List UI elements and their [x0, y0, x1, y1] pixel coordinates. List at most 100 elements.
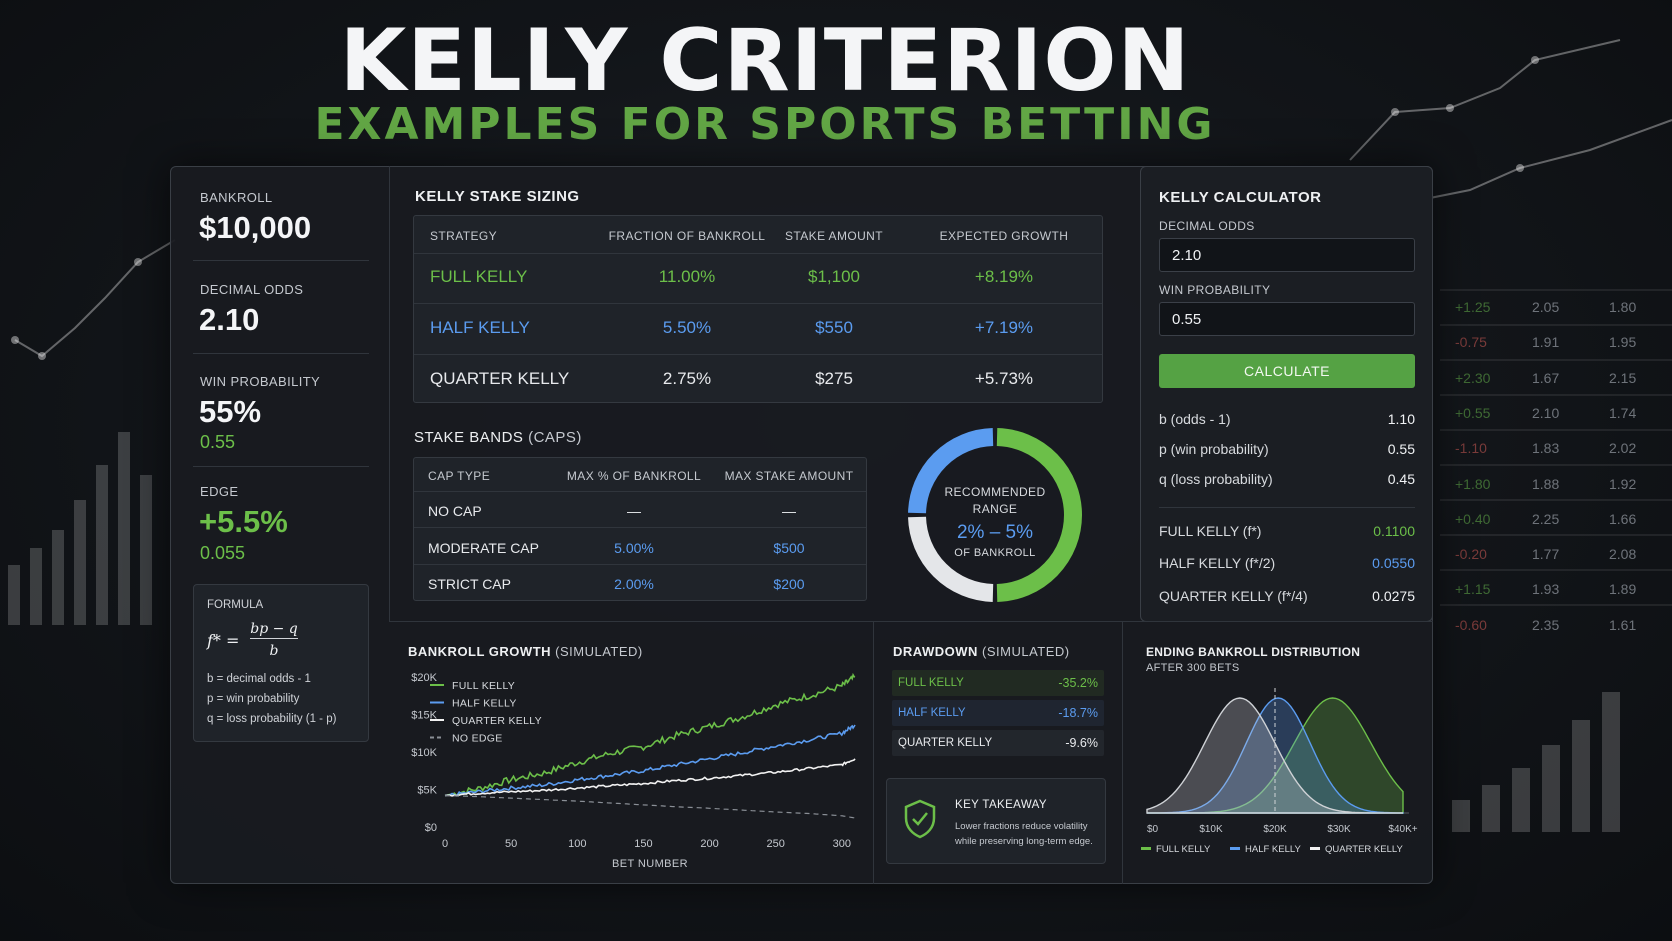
drawdown-full-label: FULL KELLY: [898, 677, 964, 689]
cap-moderate-pct: 5.00%: [614, 540, 654, 556]
result-quarter-label: QUARTER KELLY (f*/4): [1159, 588, 1308, 604]
param-q-value: 0.45: [1387, 471, 1415, 487]
side-table-cell: -0.60: [1455, 616, 1487, 633]
drawdown-quarter-label: QUARTER KELLY: [898, 737, 993, 749]
winprob-label: WIN PROBABILITY: [200, 374, 321, 389]
divider: [1159, 507, 1415, 508]
strategy-full: FULL KELLY: [430, 267, 528, 286]
formula-box: FORMULA f* = bp − q b b = decimal odds -…: [193, 584, 369, 742]
x-axis-label: BET NUMBER: [612, 858, 688, 870]
side-table-cell: 1.95: [1609, 334, 1637, 351]
legend-label: QUARTER KELLY: [452, 715, 542, 727]
calc-odds-label: DECIMAL ODDS: [1159, 219, 1255, 233]
drawdown-title: DRAWDOWN (SIMULATED): [893, 644, 1070, 659]
legend-label: FULL KELLY: [1156, 844, 1211, 855]
column-header: MAX % OF BANKROLL: [566, 469, 702, 483]
stake-sizing-table: STRATEGY FRACTION OF BANKROLL STAKE AMOU…: [413, 215, 1103, 403]
side-table-cell: 1.67: [1532, 369, 1560, 386]
column-divider: [389, 166, 390, 622]
cap-none: NO CAP: [428, 503, 482, 519]
x-tick-label: $40K+: [1388, 824, 1417, 835]
y-tick-label: $10K: [411, 747, 437, 759]
column-header: STRATEGY: [430, 229, 497, 243]
side-table-cell: 1.91: [1532, 334, 1560, 351]
x-tick-label: 0: [442, 838, 448, 850]
x-tick-label: $20K: [1263, 824, 1287, 835]
drawdown-half-label: HALF KELLY: [898, 707, 966, 719]
y-tick-label: $15K: [411, 710, 437, 722]
result-half-label: HALF KELLY (f*/2): [1159, 555, 1276, 571]
growth-chart-title-suffix: (SIMULATED): [555, 644, 643, 659]
x-tick-label: 250: [766, 838, 784, 850]
x-tick-label: 200: [700, 838, 718, 850]
drawdown-title-suffix: (SIMULATED): [982, 644, 1070, 659]
column-header: MAX STAKE AMOUNT: [724, 469, 854, 483]
side-table-cell: 2.35: [1532, 616, 1560, 633]
cap-none-amount: —: [782, 503, 796, 519]
calculator-title: KELLY CALCULATOR: [1159, 189, 1322, 206]
cap-moderate-amount: $500: [773, 540, 805, 556]
column-divider: [1122, 622, 1123, 884]
donut-slice-white: [908, 516, 994, 602]
decimal-odds-input[interactable]: [1159, 238, 1415, 272]
legend-swatch: [1141, 847, 1151, 850]
x-tick-label: 50: [505, 838, 517, 850]
page-title: KELLY CRITERION: [339, 11, 1191, 111]
divider: [414, 303, 1102, 304]
key-takeaway-box: KEY TAKEAWAY Lower fractions reduce vola…: [886, 778, 1106, 864]
divider: [414, 491, 866, 492]
donut-slice-green: [996, 428, 1082, 602]
formula-label: FORMULA: [207, 599, 264, 611]
kelly-calculator: KELLY CALCULATOR DECIMAL ODDS WIN PROBAB…: [1140, 166, 1433, 622]
legend-label: HALF KELLY: [1245, 844, 1301, 855]
donut-label-1: RECOMMENDED: [944, 485, 1046, 499]
side-table-cell: 1.92: [1609, 475, 1637, 492]
stake-bands-title-suffix: (CAPS): [528, 429, 582, 446]
calculate-button[interactable]: CALCULATE: [1159, 354, 1415, 388]
win-probability-input[interactable]: [1159, 302, 1415, 336]
recommended-range-donut: [908, 428, 1082, 602]
side-table-cell: 2.25: [1532, 510, 1560, 527]
bankroll-growth-chart: $0 $5K $10K $15K $20K 0 50 100 150 200 250 300 BET N…: [411, 672, 856, 870]
calc-winprob-label: WIN PROBABILITY: [1159, 283, 1271, 297]
takeaway-title: KEY TAKEAWAY: [955, 799, 1047, 811]
side-table-cell: -0.20: [1455, 546, 1487, 563]
formula-denominator: b: [269, 643, 279, 659]
column-header: EXPECTED GROWTH: [939, 229, 1069, 243]
divider: [414, 354, 1102, 355]
result-half-value: 0.0550: [1372, 555, 1415, 571]
legend-swatch: [1310, 847, 1320, 850]
series-line-full-kelly: [444, 672, 856, 797]
divider: [414, 527, 866, 528]
side-table-cell: +0.55: [1455, 404, 1491, 421]
side-table-cell: +1.25: [1455, 299, 1491, 315]
divider: [193, 353, 369, 354]
cap-moderate: MODERATE CAP: [428, 540, 539, 556]
cap-none-pct: —: [627, 503, 641, 519]
donut-slice-blue: [908, 428, 994, 514]
cap-strict-amount: $200: [773, 576, 805, 592]
formula-def-b: b = decimal odds - 1: [207, 673, 311, 685]
drawdown-row-full: FULL KELLY -35.2%: [892, 670, 1104, 696]
x-tick-label: $30K: [1327, 824, 1351, 835]
donut-range: 2% – 5%: [956, 522, 1034, 543]
x-tick-label: 150: [634, 838, 652, 850]
drawdown-title-main: DRAWDOWN: [893, 644, 978, 659]
side-table-cell: 2.15: [1609, 369, 1637, 386]
divider: [193, 260, 369, 261]
fraction-half: 5.50%: [662, 318, 712, 337]
x-tick-label: $0: [1147, 824, 1159, 835]
side-table-cell: 1.89: [1609, 581, 1637, 598]
donut-label-3: OF BANKROLL: [954, 547, 1036, 559]
formula-def-p: p = win probability: [207, 693, 300, 705]
side-table-cell: 2.05: [1532, 299, 1560, 315]
drawdown-quarter-value: -9.6%: [1065, 736, 1098, 750]
y-tick-label: $5K: [417, 785, 437, 797]
growth-full: +8.19%: [974, 267, 1034, 286]
param-q-label: q (loss probability): [1159, 471, 1273, 487]
side-table-cell: 1.93: [1532, 581, 1560, 598]
result-full-value: 0.1100: [1373, 523, 1415, 539]
density-half-kelly: [1147, 697, 1404, 814]
y-tick-label: $0: [425, 822, 437, 834]
